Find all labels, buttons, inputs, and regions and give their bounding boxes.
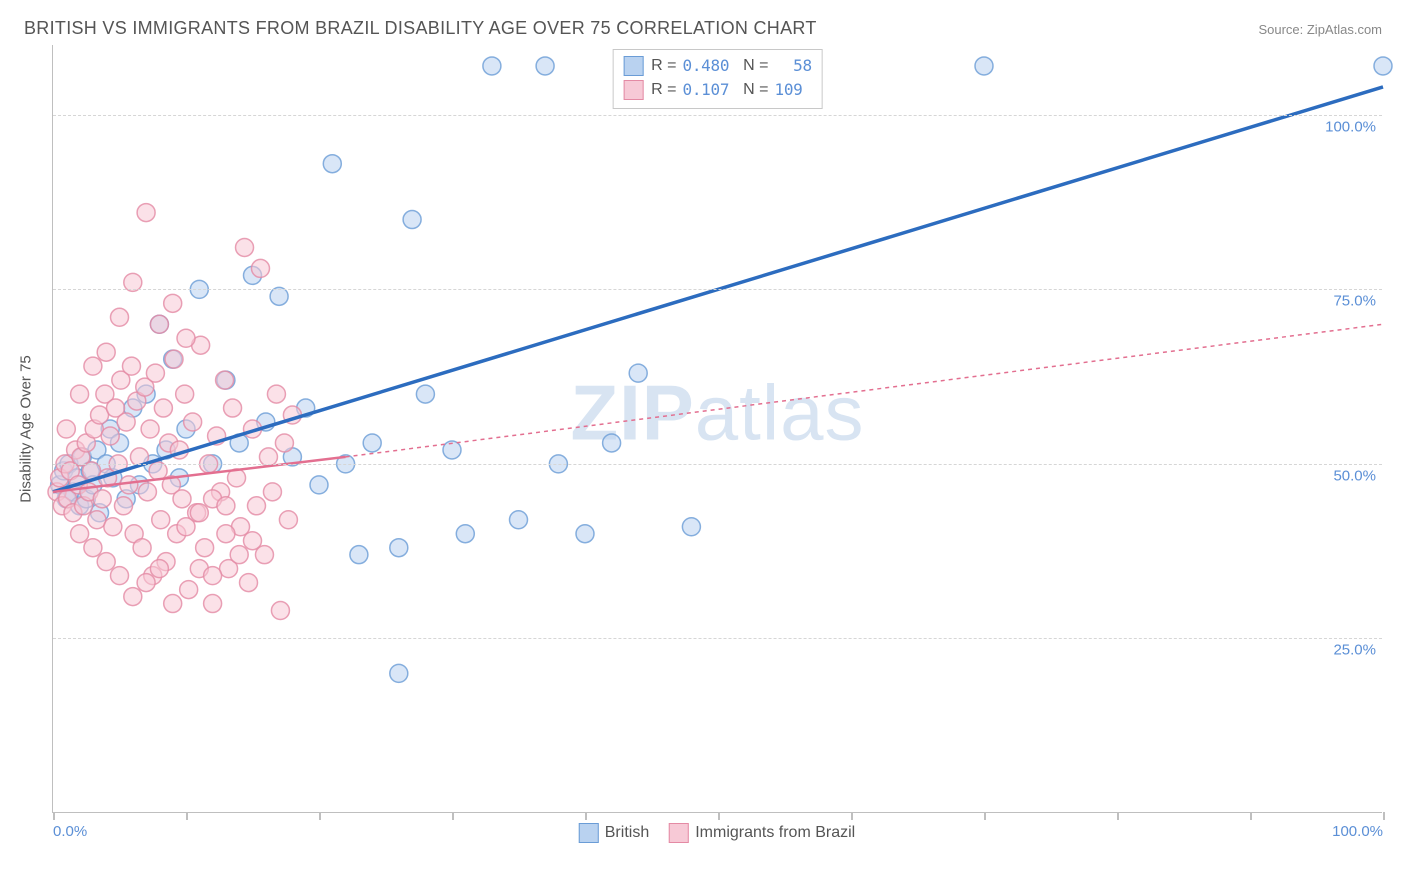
legend-n-value: 109 (775, 78, 803, 102)
legend-n-value: 58 (775, 54, 812, 78)
y-tick-label: 25.0% (1333, 642, 1376, 659)
gridline (53, 638, 1382, 639)
y-tick-label: 50.0% (1333, 467, 1376, 484)
gridline (53, 464, 1382, 465)
x-tick (1250, 812, 1252, 820)
legend-r-label: R = (651, 78, 676, 102)
x-tick (851, 812, 853, 820)
gridline (53, 115, 1382, 116)
gridline (53, 289, 1382, 290)
y-tick-label: 75.0% (1333, 293, 1376, 310)
series-legend: British Immigrants from Brazil (579, 823, 855, 843)
x-tick (718, 812, 720, 820)
legend-row: R =0.480 N = 58 (623, 54, 812, 78)
series-legend-item: British (579, 823, 649, 843)
legend-swatch (623, 80, 643, 100)
legend-r-label: R = (651, 54, 676, 78)
scatter-svg (53, 45, 1382, 812)
legend-n-label: N = (743, 78, 768, 102)
series-legend-label: British (605, 824, 649, 842)
legend-row: R =0.107 N = 109 (623, 78, 812, 102)
chart-title: BRITISH VS IMMIGRANTS FROM BRAZIL DISABI… (24, 18, 817, 39)
legend-swatch (669, 823, 689, 843)
x-tick (319, 812, 321, 820)
plot-frame: Disability Age Over 75 ZIPatlas R =0.480… (52, 45, 1382, 813)
x-tick (186, 812, 188, 820)
legend-r-value: 0.480 (682, 54, 729, 78)
x-tick (1383, 812, 1385, 820)
x-tick-label: 100.0% (1332, 823, 1383, 840)
x-tick (585, 812, 587, 820)
title-row: BRITISH VS IMMIGRANTS FROM BRAZIL DISABI… (24, 18, 1382, 39)
x-tick (452, 812, 454, 820)
correlation-legend: R =0.480 N = 58 R =0.107 N = 109 (612, 49, 823, 109)
series-legend-item: Immigrants from Brazil (669, 823, 855, 843)
legend-n-label: N = (743, 54, 768, 78)
series-legend-label: Immigrants from Brazil (695, 824, 855, 842)
plot-area: ZIPatlas R =0.480N = 58R =0.107N =109 25… (52, 45, 1382, 813)
source-label: Source: ZipAtlas.com (1258, 22, 1382, 37)
legend-r-value: 0.107 (682, 78, 729, 102)
y-tick-label: 100.0% (1325, 118, 1376, 135)
legend-swatch (623, 56, 643, 76)
x-tick (984, 812, 986, 820)
x-tick (53, 812, 55, 820)
y-axis-title: Disability Age Over 75 (18, 355, 35, 503)
legend-swatch (579, 823, 599, 843)
x-tick-label: 0.0% (53, 823, 87, 840)
chart-container: BRITISH VS IMMIGRANTS FROM BRAZIL DISABI… (0, 0, 1406, 892)
x-tick (1117, 812, 1119, 820)
